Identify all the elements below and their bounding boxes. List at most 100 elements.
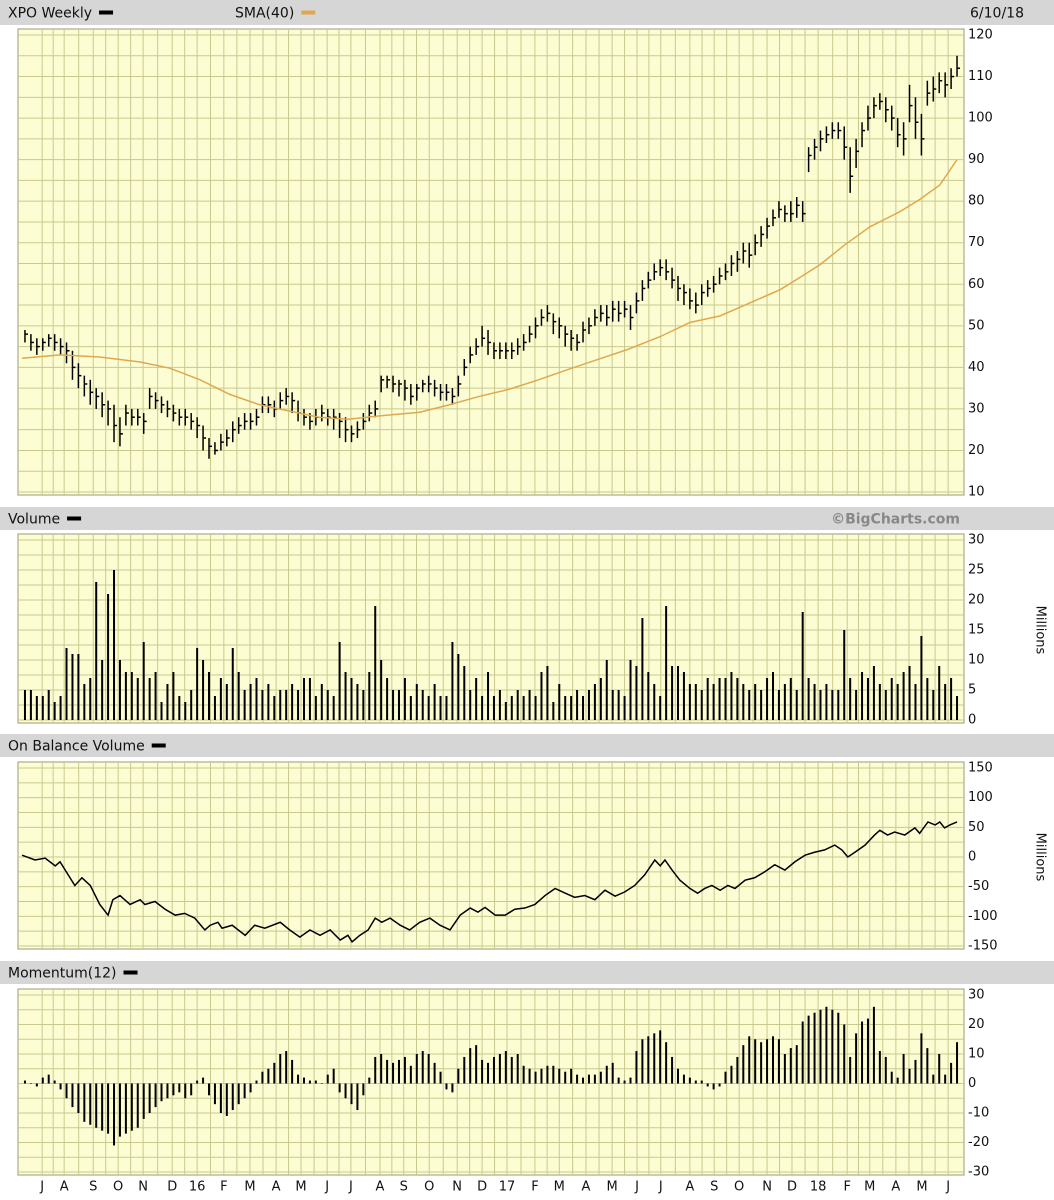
bar	[956, 696, 959, 720]
bar	[89, 1083, 92, 1125]
bar	[386, 678, 389, 720]
y-tick-label: 40	[968, 360, 985, 375]
bar	[291, 684, 294, 720]
y-tick-label: 100	[968, 790, 993, 805]
bar	[665, 606, 668, 720]
bar	[332, 1068, 335, 1084]
bar	[599, 678, 602, 720]
y-tick-label: 50	[968, 318, 985, 333]
y-tick-label: -150	[968, 939, 998, 954]
bar	[302, 1077, 305, 1084]
bar	[463, 1056, 466, 1084]
bar	[261, 690, 264, 720]
bar	[492, 696, 495, 720]
bar	[148, 1083, 151, 1113]
bar	[837, 1012, 840, 1084]
bar	[552, 702, 555, 720]
bar	[908, 666, 911, 720]
legend-swatch	[99, 10, 114, 15]
x-tick-label: N	[762, 1180, 772, 1195]
bar	[605, 1065, 608, 1084]
bar	[380, 1054, 383, 1084]
y-tick-label: 150	[968, 761, 993, 776]
bar	[397, 1059, 400, 1084]
bar	[564, 696, 567, 720]
x-tick-label: M	[606, 1180, 617, 1195]
bar	[178, 1083, 181, 1093]
bar	[202, 1077, 205, 1084]
bar	[671, 666, 674, 720]
legend-swatch	[67, 516, 82, 521]
bar	[564, 1071, 567, 1084]
bar	[451, 1083, 454, 1093]
y-axis-title: Millions	[1033, 606, 1048, 655]
bar	[754, 1039, 757, 1084]
x-tick-label: O	[113, 1180, 123, 1195]
bar	[700, 690, 703, 720]
bar	[29, 690, 32, 720]
x-tick-label: M	[864, 1180, 875, 1195]
x-tick-label: A	[891, 1180, 900, 1195]
bar	[570, 696, 573, 720]
bar	[421, 1051, 424, 1084]
bar	[795, 1045, 798, 1084]
bar	[950, 1062, 953, 1084]
bar	[231, 648, 234, 720]
bar	[249, 684, 252, 720]
bar	[659, 696, 662, 720]
x-tick-label: S	[400, 1180, 408, 1195]
bar	[374, 606, 377, 720]
x-tick-label: F	[531, 1180, 538, 1195]
bar	[403, 1056, 406, 1084]
bar	[682, 672, 685, 720]
bar	[896, 684, 899, 720]
bar	[403, 678, 406, 720]
bar	[706, 678, 709, 720]
bar	[795, 690, 798, 720]
y-tick-label: 120	[968, 28, 993, 43]
bar	[107, 594, 110, 720]
bar	[611, 1062, 614, 1084]
y-tick-label: 100	[968, 111, 993, 126]
bar	[914, 1059, 917, 1084]
bar	[445, 1083, 448, 1090]
bar	[700, 1080, 703, 1084]
bar	[267, 684, 270, 720]
bar	[866, 678, 869, 720]
y-tick-label: 20	[968, 593, 985, 608]
bar	[291, 1059, 294, 1084]
bar	[184, 702, 187, 720]
bar	[884, 690, 887, 720]
bar	[819, 690, 822, 720]
x-tick-label: N	[138, 1180, 148, 1195]
bar	[813, 684, 816, 720]
y-tick-label: 0	[968, 1076, 976, 1091]
bar	[694, 684, 697, 720]
bar	[789, 1048, 792, 1084]
bar	[712, 684, 715, 720]
bar	[552, 1065, 555, 1084]
x-tick-label: J	[324, 1180, 329, 1195]
bar	[118, 660, 121, 720]
x-tick-label: 17	[499, 1180, 516, 1195]
y-tick-label: 50	[968, 820, 985, 835]
bar	[172, 1083, 175, 1096]
bar	[629, 660, 632, 720]
bar	[861, 672, 864, 720]
bar	[314, 1080, 317, 1084]
bar	[279, 690, 282, 720]
bar	[350, 1083, 353, 1105]
bar	[487, 1062, 490, 1084]
y-tick-label: 80	[968, 194, 985, 209]
bar	[445, 696, 448, 720]
bar	[783, 684, 786, 720]
y-tick-label: 5	[968, 683, 976, 698]
bar	[202, 660, 205, 720]
bar	[65, 648, 68, 720]
bar	[285, 690, 288, 720]
bar	[932, 690, 935, 720]
bar	[944, 684, 947, 720]
y-tick-label: -20	[968, 1135, 989, 1150]
plot-area	[17, 988, 965, 1176]
bar	[136, 1083, 139, 1128]
